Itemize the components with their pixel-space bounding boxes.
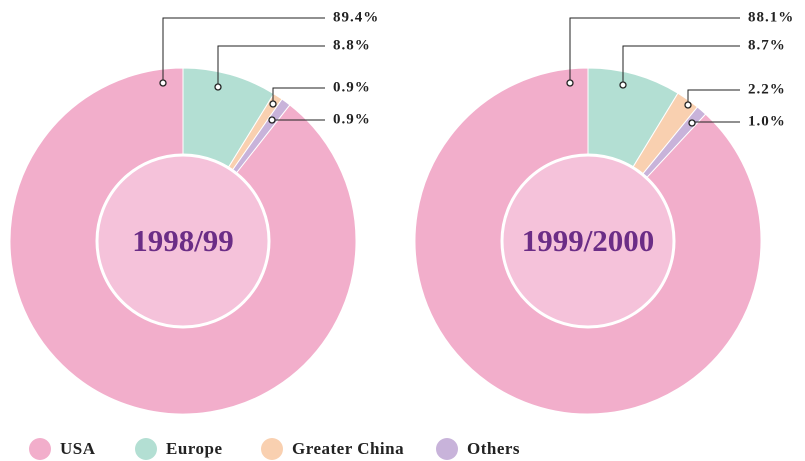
legend-swatch (261, 438, 283, 460)
value-label: 89.4% (333, 9, 379, 25)
leader-dot (159, 79, 167, 87)
value-label: 8.7% (748, 37, 786, 53)
donut-title: 1998/99 (132, 223, 234, 258)
leader-dot (688, 119, 696, 127)
legend-label: Greater China (292, 439, 404, 458)
value-label: 1.0% (748, 113, 786, 129)
legend-label: Others (467, 439, 520, 458)
donut-title: 1999/2000 (522, 223, 655, 258)
value-label: 88.1% (748, 9, 794, 25)
legend-swatch (436, 438, 458, 460)
value-label: 8.8% (333, 37, 371, 53)
leader-dot (566, 79, 574, 87)
value-label: 2.2% (748, 81, 786, 97)
value-label: 0.9% (333, 79, 371, 95)
legend-swatch (135, 438, 157, 460)
leader-dot (214, 83, 222, 91)
leader-dot (268, 116, 276, 124)
leader-line (162, 17, 325, 83)
legend-swatch (29, 438, 51, 460)
legend-label: USA (60, 439, 96, 458)
leader-dot (269, 100, 277, 108)
leader-line (687, 89, 740, 105)
leader-line (272, 87, 325, 104)
legend-label: Europe (166, 439, 223, 458)
donut-center (500, 153, 676, 329)
donut-center (95, 153, 271, 329)
leader-dot (619, 81, 627, 89)
value-label: 0.9% (333, 111, 371, 127)
leader-line (622, 45, 740, 85)
leader-line (569, 17, 740, 83)
leader-line (217, 45, 325, 87)
leader-dot (684, 101, 692, 109)
